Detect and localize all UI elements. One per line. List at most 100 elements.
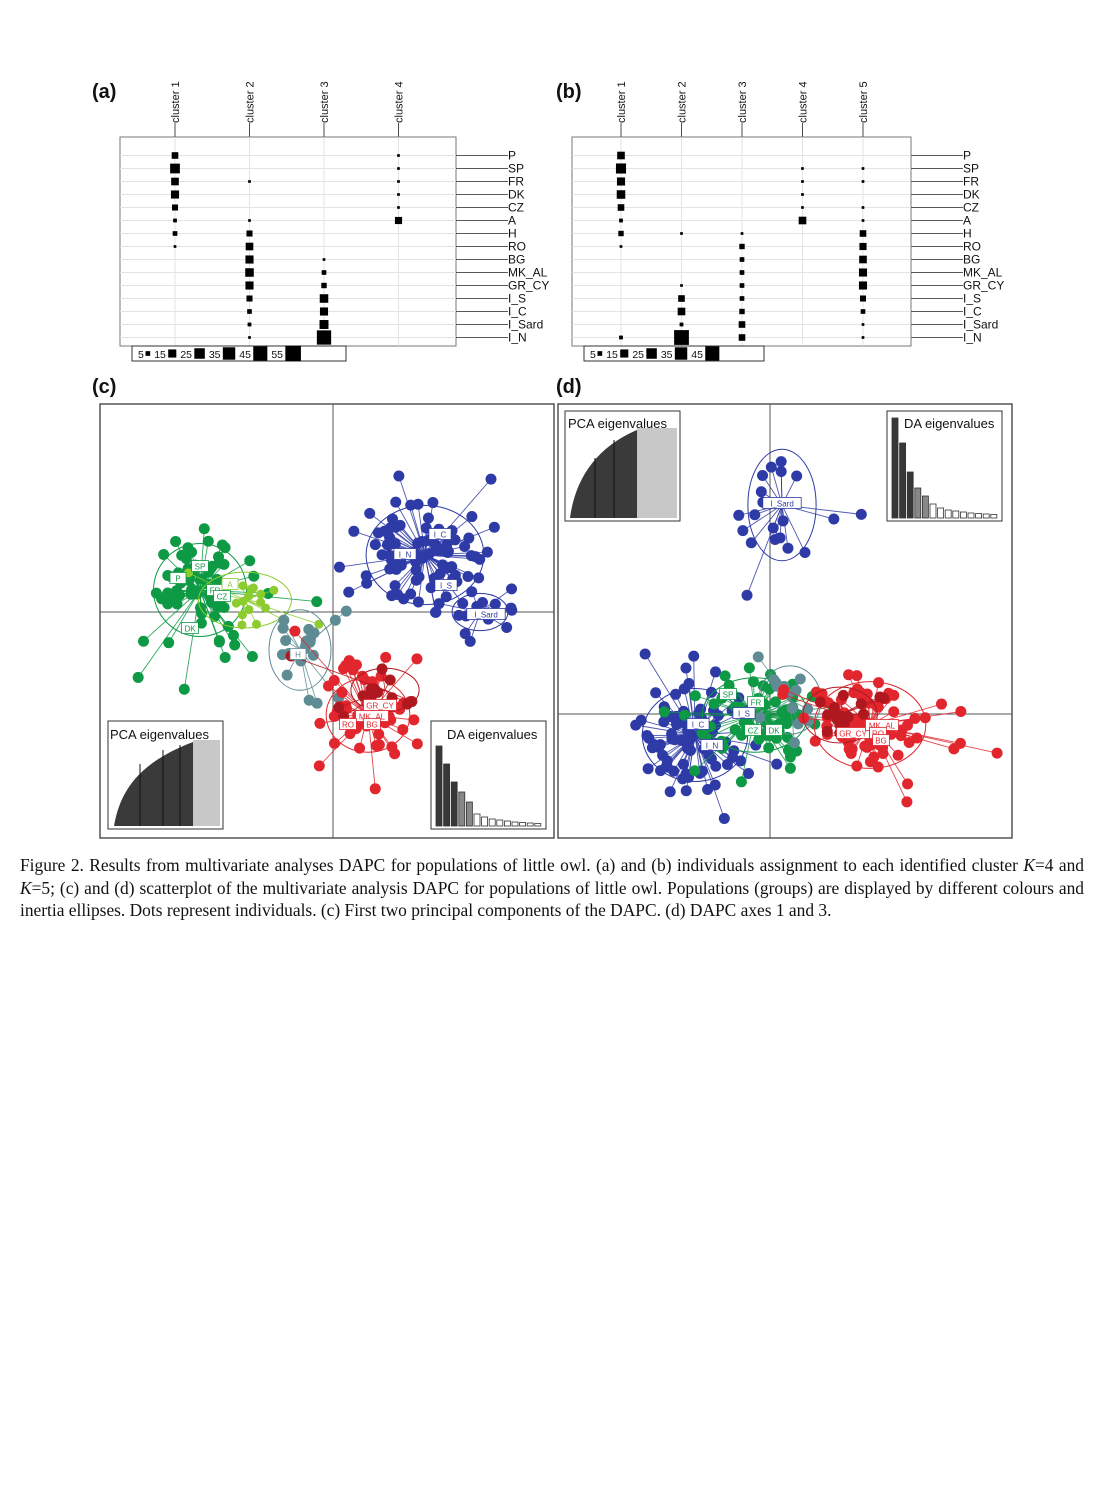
population-label: I_Sard (508, 318, 543, 332)
group-label: MK_AL (359, 713, 386, 722)
da-eigenvalue-bar (914, 487, 922, 519)
assignment-square (739, 270, 745, 275)
assignment-square (679, 322, 684, 327)
individual-point (202, 535, 214, 547)
individual-point (366, 689, 378, 701)
individual-point (354, 742, 366, 754)
individual-point (843, 669, 855, 681)
assignment-square (861, 167, 865, 170)
assignment-square (173, 245, 177, 248)
individual-point (466, 511, 478, 523)
da-eigenvalue-bar (503, 820, 511, 827)
assignment-square (247, 322, 252, 327)
assignment-square (397, 167, 400, 170)
assignment-square (245, 242, 254, 251)
individual-point (485, 473, 497, 485)
individual-link (781, 504, 806, 553)
individual-point (389, 580, 401, 592)
assignment-square (246, 295, 253, 302)
pca-eigenvalues-title: PCA eigenvalues (568, 416, 668, 431)
population-label: CZ (508, 201, 524, 215)
individual-point (754, 712, 766, 724)
individual-point (357, 690, 369, 702)
population-label: GR_CY (963, 279, 1004, 293)
individual-point (410, 564, 422, 576)
size-legend-label: 25 (632, 349, 644, 361)
individual-point (506, 583, 518, 595)
individual-point (329, 614, 341, 626)
inertia-ellipse (268, 609, 332, 691)
individual-point (821, 725, 833, 737)
assignment-square (245, 281, 254, 290)
individual-point (682, 742, 694, 754)
size-legend-label: 45 (691, 349, 703, 361)
individual-point (343, 655, 355, 667)
individual-point (314, 717, 326, 729)
assignment-square (319, 294, 329, 303)
panel-a-assignment-plot: PSPFRDKCZAHROBGMK_ALGR_CYI_SI_CI_SardI_N… (119, 81, 549, 362)
individual-point (648, 739, 660, 751)
individual-point (743, 768, 755, 780)
individual-point (469, 551, 481, 563)
individual-point (376, 549, 388, 561)
individual-point (501, 622, 513, 634)
assignment-square (616, 190, 626, 199)
individual-point (888, 706, 900, 718)
assignment-square (859, 295, 867, 302)
individual-point (506, 604, 518, 616)
assignment-square (680, 232, 683, 235)
da-eigenvalue-bar (952, 510, 960, 519)
group-label-box (221, 578, 239, 590)
individual-point (328, 737, 340, 749)
group-label: I_C (692, 721, 705, 730)
individual-point (749, 509, 761, 521)
assignment-square (617, 204, 625, 211)
individual-point (775, 465, 787, 477)
population-label: GR_CY (508, 279, 549, 293)
individual-point (421, 549, 433, 561)
size-legend-square (168, 349, 177, 358)
individual-point (180, 553, 192, 565)
assignment-square (858, 281, 868, 290)
population-label: MK_AL (963, 266, 1003, 280)
individual-point (771, 758, 783, 770)
group-label: I_Sard (474, 611, 498, 620)
group-label: P (175, 575, 180, 584)
individual-point (842, 711, 854, 723)
individual-point (768, 674, 780, 686)
individual-point (244, 605, 254, 615)
individual-point (459, 628, 471, 640)
individual-point (412, 498, 424, 510)
individual-point (696, 727, 708, 739)
assignment-square (171, 204, 179, 211)
da-eigenvalue-bar (488, 818, 496, 827)
individual-point (311, 697, 323, 709)
population-label: H (963, 227, 972, 241)
individual-point (373, 728, 385, 740)
population-label: I_S (508, 292, 526, 306)
size-legend-square (705, 346, 720, 361)
assignment-square (738, 321, 746, 328)
individual-point (361, 577, 373, 589)
individual-point (488, 521, 500, 533)
individual-point (689, 690, 701, 702)
individual-point (170, 535, 182, 547)
individual-point (238, 596, 248, 606)
size-legend-label: 15 (154, 349, 166, 361)
da-eigenvalue-bar (519, 822, 526, 827)
individual-point (466, 586, 478, 598)
figure-2: (a) (b) (c) (d) PSPFRDKCZAHROBGMK_ALGR_C… (92, 81, 1013, 839)
population-label: RO (508, 240, 526, 254)
individual-point (895, 730, 907, 742)
da-eigenvalue-bar (443, 763, 451, 827)
group-label: DK (184, 625, 196, 634)
da-eigenvalue-bar (496, 819, 504, 827)
individual-point (828, 513, 840, 525)
individual-point (855, 698, 867, 710)
individual-point (630, 719, 642, 731)
individual-point (481, 546, 493, 558)
individual-point (248, 570, 260, 582)
individual-point (669, 734, 681, 746)
individual-point (769, 696, 781, 708)
individual-point (851, 670, 863, 682)
